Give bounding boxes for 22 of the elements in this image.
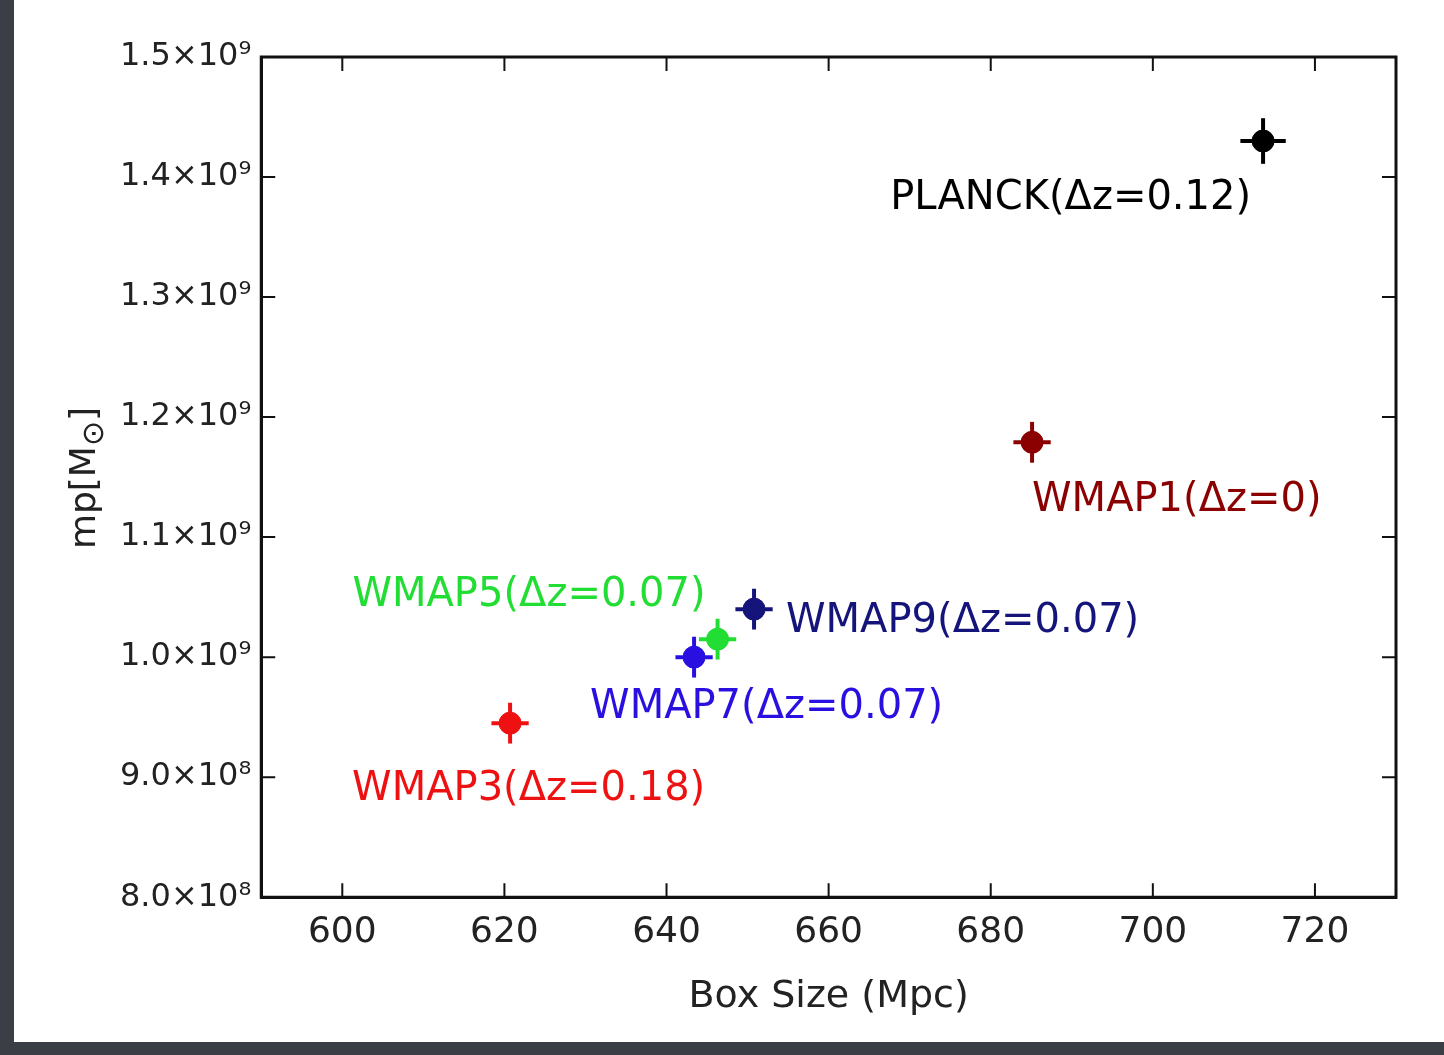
x-tick-label: 680 — [956, 909, 1026, 951]
y-tick-label: 1.0×10⁹ — [120, 635, 252, 674]
series-label: PLANCK(Δz=0.12) — [890, 172, 1252, 219]
series-label: WMAP3(Δz=0.18) — [352, 762, 706, 809]
y-tick-label: 1.3×10⁹ — [120, 275, 252, 314]
series-label: WMAP1(Δz=0) — [1032, 473, 1322, 520]
series-label: WMAP9(Δz=0.07) — [786, 594, 1140, 641]
x-tick-label: 620 — [470, 909, 539, 951]
series-label: WMAP5(Δz=0.07) — [352, 568, 706, 615]
x-axis-title: Box Size (Mpc) — [688, 972, 969, 1017]
series-label: WMAP7(Δz=0.07) — [590, 680, 944, 727]
x-tick-label: 600 — [307, 909, 377, 951]
x-tick-label: 640 — [632, 909, 701, 951]
x-tick-label: 660 — [794, 909, 863, 951]
y-tick-label: 9.0×10⁸ — [120, 755, 252, 794]
y-tick-label: 1.1×10⁹ — [120, 515, 252, 554]
y-tick-label: 1.4×10⁹ — [120, 155, 252, 194]
x-tick-label: 720 — [1280, 909, 1350, 951]
y-tick-label: 1.5×10⁹ — [120, 35, 252, 74]
x-tick-label: 700 — [1118, 909, 1188, 951]
y-tick-label: 1.2×10⁹ — [120, 395, 252, 434]
y-tick-label: 8.0×10⁸ — [120, 875, 252, 914]
